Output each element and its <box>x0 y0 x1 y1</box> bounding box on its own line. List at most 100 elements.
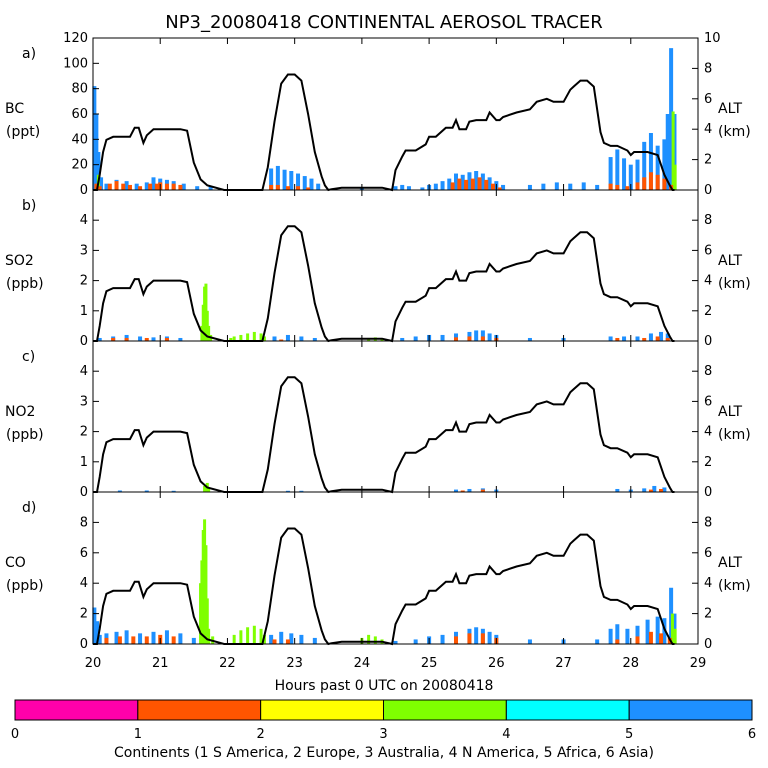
asia-bar <box>474 627 479 644</box>
n-america-bar <box>239 630 243 644</box>
n-america-bar <box>239 334 243 341</box>
n-america-bar <box>262 336 266 341</box>
asia-bar <box>642 141 647 190</box>
asia-bar <box>652 485 657 492</box>
asia-bar <box>400 337 405 341</box>
europe-bar <box>665 337 670 341</box>
x-tick-label: 25 <box>421 656 438 671</box>
europe-bar <box>94 183 99 190</box>
y-tick-label: 4 <box>80 576 88 591</box>
asia-bar <box>285 334 290 341</box>
asia-bar <box>487 333 492 341</box>
y-tick-label: 8 <box>80 515 88 530</box>
asia-bar <box>393 186 398 190</box>
asia-bar <box>316 183 321 190</box>
asia-bar <box>97 337 102 341</box>
x-tick-label: 27 <box>555 656 572 671</box>
species-label: SO2 <box>5 253 34 269</box>
altitude-line <box>93 527 675 646</box>
asia-bar <box>615 488 620 492</box>
alt-tick-label: 4 <box>704 274 712 289</box>
asia-bar <box>541 183 546 190</box>
n-america-bar <box>246 627 250 644</box>
alt-tick-label: 6 <box>704 546 712 561</box>
asia-bar <box>628 164 633 190</box>
alt-tick-label: 6 <box>704 92 712 107</box>
n-america-bar <box>252 331 256 341</box>
asia-bar <box>96 152 101 190</box>
n-america-bar <box>203 485 207 492</box>
europe-bar <box>127 184 132 190</box>
asia-bar <box>467 488 472 492</box>
europe-bar <box>285 186 290 190</box>
alt-tick-label: 4 <box>704 425 712 440</box>
colorbar-tick-label: 5 <box>625 727 633 742</box>
y-tick-label: 2 <box>80 607 88 622</box>
asia-bar <box>440 634 445 644</box>
asia-bar <box>581 182 586 190</box>
continent-colorbar: 0 1 2 3 4 5 6 <box>11 699 756 742</box>
colorbar-tick-label: 6 <box>748 727 756 742</box>
x-tick-label: 20 <box>85 656 102 671</box>
alt-tick-label: 2 <box>704 153 712 168</box>
panels-group: 0204060801001200246810a)BC(ppt)ALT(km)01… <box>5 31 751 652</box>
panel-letter: d) <box>22 500 36 516</box>
alt-tick-label: 8 <box>704 213 712 228</box>
asia-bar <box>296 173 301 190</box>
species-label: NO2 <box>5 404 35 420</box>
colorbar-segment <box>383 699 507 721</box>
asia-bar <box>208 186 213 190</box>
europe-bar <box>144 636 149 644</box>
species-unit: (ppb) <box>6 427 44 443</box>
asia-bar <box>454 173 458 190</box>
europe-bar <box>659 488 664 492</box>
n-america-bar <box>232 634 236 644</box>
panel-frame <box>92 491 699 645</box>
europe-bar <box>615 184 620 190</box>
panel-frame <box>92 340 699 493</box>
alt-tick-label: 10 <box>704 31 721 46</box>
species-label: BC <box>5 101 24 117</box>
colorbar-tick-label: 1 <box>134 727 142 742</box>
asia-bar <box>117 490 122 492</box>
asia-bar <box>662 139 667 190</box>
alt-label: ALT <box>718 253 742 269</box>
asia-bar <box>138 336 143 341</box>
europe-bar <box>608 183 613 190</box>
asia-bar <box>480 173 485 190</box>
europe-bar <box>648 489 653 492</box>
y-tick-label: 6 <box>80 546 88 561</box>
x-tick-label: 29 <box>690 656 707 671</box>
europe-bar <box>164 183 169 190</box>
asia-bar <box>413 639 418 644</box>
asia-bar <box>655 145 660 190</box>
europe-bar <box>662 178 667 190</box>
species-unit: (ppt) <box>6 124 40 140</box>
asia-bar <box>413 336 418 341</box>
europe-bar <box>178 184 183 190</box>
panel-letter: b) <box>22 198 36 214</box>
x-axis-label: Hours past 0 UTC on 20080418 <box>275 678 494 694</box>
europe-bar <box>642 177 647 190</box>
asia-bar <box>460 174 465 190</box>
y-tick-label: 80 <box>71 82 88 97</box>
asia-bar <box>171 490 176 492</box>
asia-bar <box>454 333 458 341</box>
y-tick-label: 0 <box>80 637 88 652</box>
colorbar-tick-label: 0 <box>11 727 19 742</box>
y-tick-label: 2 <box>80 425 88 440</box>
colorbar-segment <box>628 699 753 721</box>
species-label: CO <box>5 555 26 571</box>
europe-bar <box>655 336 660 341</box>
asia-bar <box>289 633 294 644</box>
europe-bar <box>454 337 458 341</box>
europe-bar <box>279 339 284 341</box>
europe-bar <box>97 186 102 190</box>
asia-bar <box>312 337 317 341</box>
europe-bar <box>648 631 653 644</box>
europe-bar <box>171 183 176 190</box>
n-america-bar <box>673 628 677 644</box>
asia-bar <box>655 616 660 644</box>
asia-bar <box>527 639 532 644</box>
